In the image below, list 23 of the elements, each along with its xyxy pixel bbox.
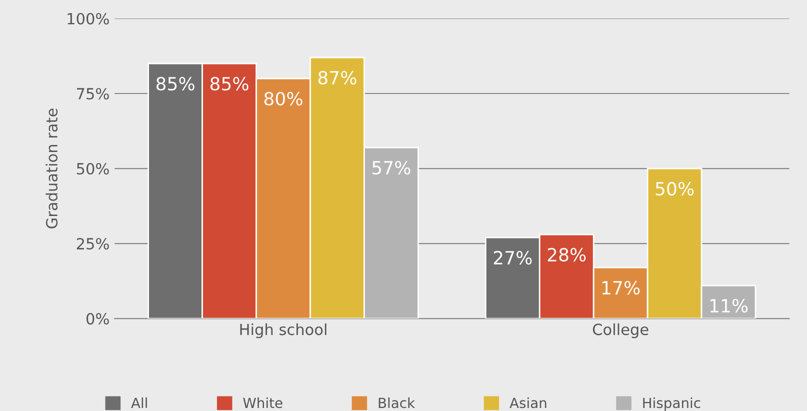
data-label: 11% — [710, 298, 748, 313]
x-tick-label: High school — [240, 323, 326, 338]
y-tick-label: 50% — [76, 162, 109, 175]
data-label: 85% — [210, 76, 248, 91]
y-tick-label: 100% — [68, 12, 109, 25]
legend-label: All — [131, 397, 147, 408]
data-label: 87% — [318, 70, 356, 85]
data-label: 57% — [372, 160, 410, 175]
data-label: 85% — [156, 76, 194, 91]
data-label: 27% — [494, 250, 532, 265]
x-tick-label: College — [592, 323, 648, 338]
data-label: 50% — [656, 182, 694, 196]
legend-label: Hispanic — [643, 397, 700, 411]
y-tick-label: 0% — [86, 312, 109, 325]
y-tick-label: 25% — [76, 238, 109, 250]
data-label: 80% — [264, 92, 302, 106]
data-label: 28% — [548, 248, 586, 262]
y-axis-title: Graduation rate — [46, 108, 58, 228]
legend-label: Asian — [510, 397, 546, 408]
y-tick-label: 75% — [77, 88, 109, 100]
legend-label: White — [243, 397, 282, 408]
legend-label: Black — [378, 397, 416, 408]
data-label: 17% — [602, 280, 640, 295]
